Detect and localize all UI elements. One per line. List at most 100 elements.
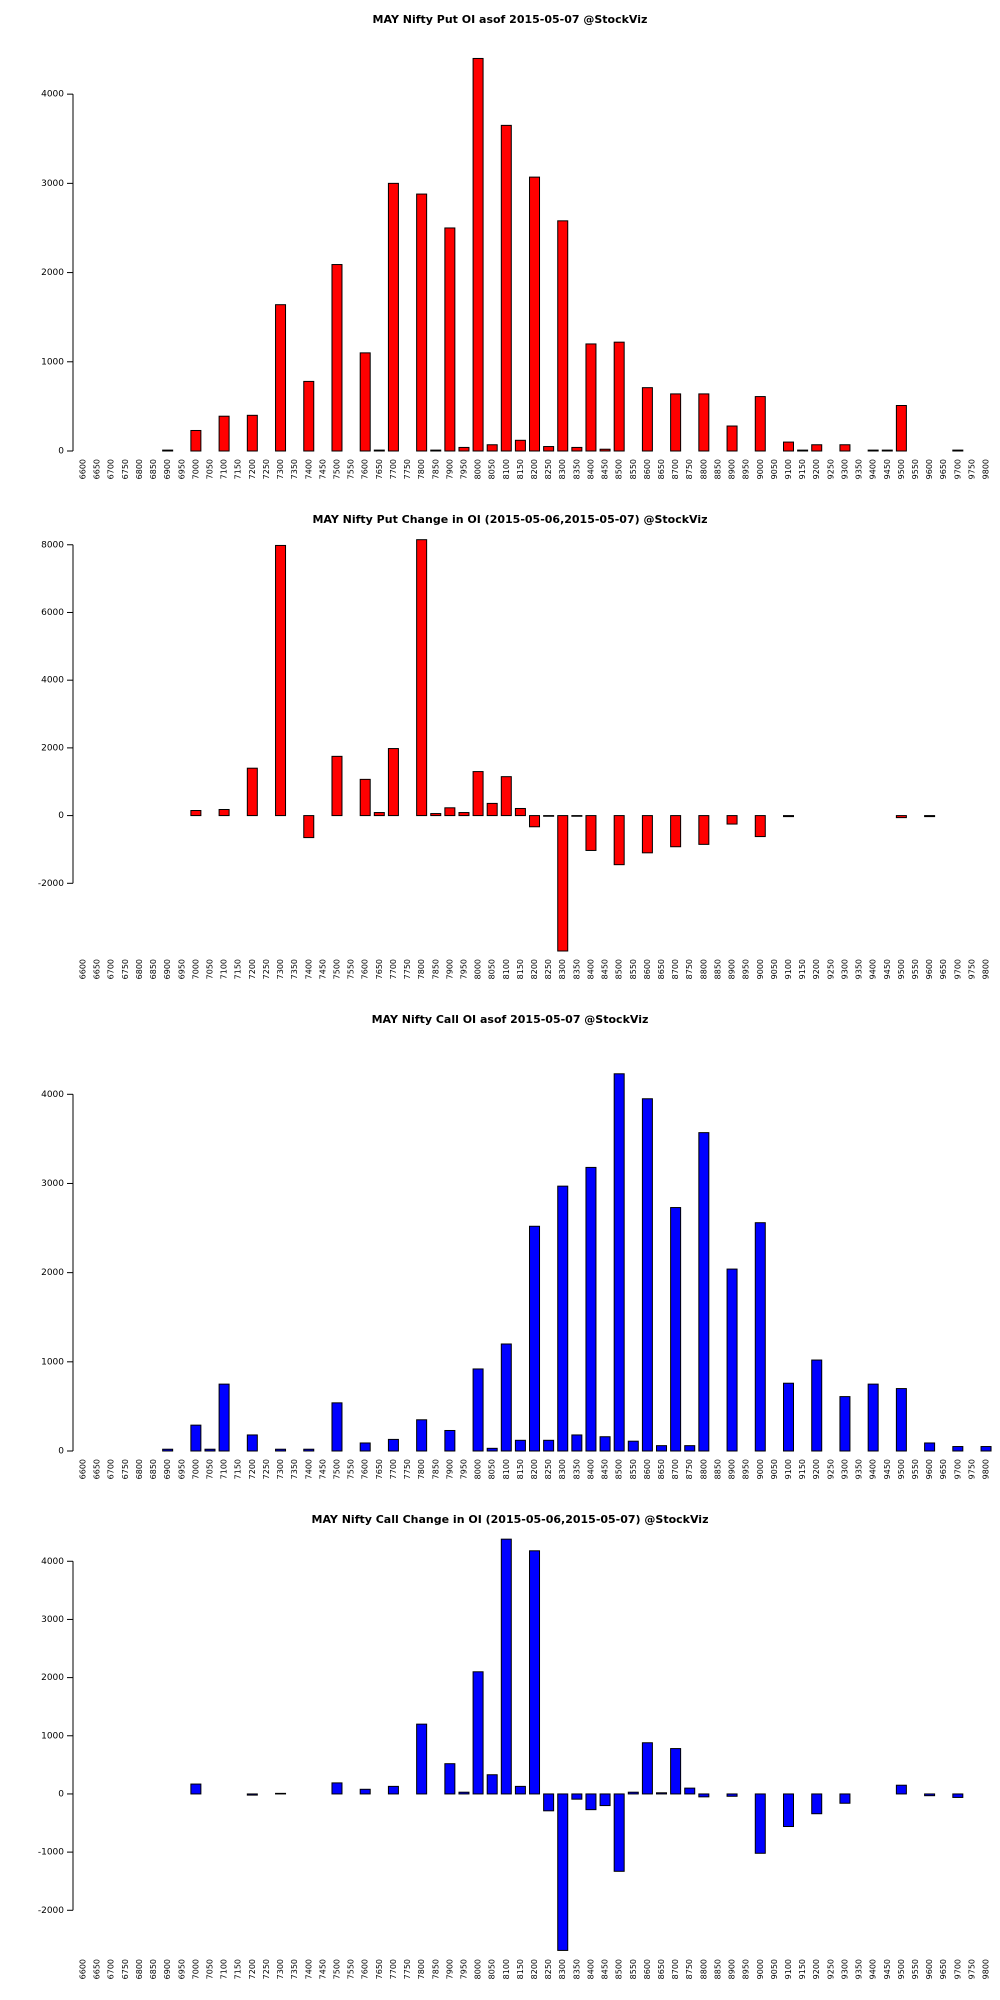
x-tick-label: 7450: [318, 1959, 327, 1979]
x-tick-label: 7150: [234, 459, 243, 479]
x-tick-label: 9050: [770, 1459, 779, 1479]
bar: [331, 1402, 343, 1452]
y-tick-label: 3000: [41, 1179, 64, 1189]
bar: [698, 815, 710, 845]
x-tick-label: 7200: [248, 959, 257, 979]
x-tick-label: 8750: [685, 459, 694, 479]
x-tick-label: 7350: [290, 1959, 299, 1979]
x-tick-label: 8500: [615, 959, 624, 979]
x-tick-label: 9800: [982, 959, 991, 979]
bar: [726, 815, 738, 825]
x-tick-label: 9450: [883, 1459, 892, 1479]
x-tick-label: 7100: [220, 959, 229, 979]
x-tick-label: 7350: [290, 959, 299, 979]
x-tick-label: 7300: [276, 1959, 285, 1979]
x-tick-label: 6600: [79, 459, 88, 479]
bar: [472, 57, 484, 452]
bar: [811, 444, 823, 452]
bar: [599, 448, 611, 452]
x-tick-label: 8250: [544, 1459, 553, 1479]
bar: [613, 1793, 625, 1872]
x-tick-label: 9400: [869, 1959, 878, 1979]
x-tick-label: 9700: [953, 1459, 962, 1479]
x-tick-label: 8800: [699, 959, 708, 979]
y-tick-label: 0: [58, 1789, 64, 1799]
x-tick-label: 8750: [685, 959, 694, 979]
x-tick-label: 8800: [699, 459, 708, 479]
y-tick-label: -1000: [38, 1848, 64, 1858]
bar: [359, 352, 371, 452]
x-tick-label: 7300: [276, 459, 285, 479]
bar: [726, 1793, 738, 1797]
x-tick-label: 8000: [474, 959, 483, 979]
x-tick-label: 8850: [713, 1459, 722, 1479]
bar: [557, 220, 569, 452]
bar: [641, 1742, 653, 1795]
bar: [952, 1446, 964, 1452]
x-tick-label: 8500: [615, 459, 624, 479]
x-tick-label: 9550: [911, 459, 920, 479]
x-tick-label: 8100: [502, 1459, 511, 1479]
x-tick-label: 9250: [826, 959, 835, 979]
bar: [881, 449, 893, 452]
x-tick-label: 7650: [375, 1459, 384, 1479]
bar: [359, 778, 371, 817]
x-tick-label: 6900: [163, 959, 172, 979]
x-tick-label: 6850: [149, 959, 158, 979]
x-tick-label: 8600: [643, 1459, 652, 1479]
x-tick-label: 9400: [869, 959, 878, 979]
x-tick-label: 8950: [742, 459, 751, 479]
x-tick-label: 9750: [967, 1459, 976, 1479]
x-tick-label: 7150: [234, 1959, 243, 1979]
x-tick-label: 7400: [304, 459, 313, 479]
x-tick-label: 9650: [939, 959, 948, 979]
bar: [670, 1207, 682, 1452]
x-tick-label: 8600: [643, 959, 652, 979]
x-tick-label: 7550: [347, 1959, 356, 1979]
bar: [246, 1434, 258, 1452]
bar: [585, 815, 597, 851]
x-tick-label: 7550: [347, 459, 356, 479]
bar: [275, 304, 287, 452]
x-tick-label: 8150: [516, 959, 525, 979]
x-tick-label: 8050: [488, 459, 497, 479]
x-tick-label: 9750: [967, 459, 976, 479]
bar: [698, 393, 710, 452]
chart-panel: MAY Nifty Call OI asof 2015-05-07 @Stock…: [41, 1013, 992, 1479]
bar: [641, 387, 653, 452]
bar: [190, 429, 202, 452]
bar: [303, 380, 315, 452]
x-tick-label: 9050: [770, 1959, 779, 1979]
x-tick-label: 7750: [403, 459, 412, 479]
x-tick-label: 7400: [304, 959, 313, 979]
x-tick-label: 6750: [121, 1959, 130, 1979]
x-tick-label: 6900: [163, 1959, 172, 1979]
x-tick-label: 8300: [558, 1459, 567, 1479]
bar: [783, 1793, 794, 1828]
x-tick-label: 7800: [417, 459, 426, 479]
x-tick-label: 9550: [911, 1959, 920, 1979]
bar: [430, 813, 442, 817]
bar: [867, 449, 879, 452]
x-tick-label: 8750: [685, 1959, 694, 1979]
x-tick-label: 8250: [544, 459, 553, 479]
x-tick-label: 7700: [389, 459, 398, 479]
bar: [557, 1185, 569, 1452]
bar: [444, 807, 456, 817]
x-tick-label: 9400: [869, 459, 878, 479]
x-tick-label: 9650: [939, 1959, 948, 1979]
x-tick-label: 9300: [840, 459, 849, 479]
x-tick-label: 8100: [502, 459, 511, 479]
x-tick-label: 7250: [262, 1959, 271, 1979]
y-tick-label: 0: [58, 447, 64, 457]
x-tick-label: 8050: [488, 959, 497, 979]
x-tick-label: 9800: [982, 459, 991, 479]
bar: [895, 1388, 907, 1452]
bar: [980, 1446, 992, 1452]
bar: [754, 1222, 766, 1452]
bar: [557, 1793, 569, 1951]
x-tick-label: 7600: [361, 1459, 370, 1479]
x-tick-label: 8600: [643, 1959, 652, 1979]
y-tick-label: 0: [58, 1447, 64, 1457]
